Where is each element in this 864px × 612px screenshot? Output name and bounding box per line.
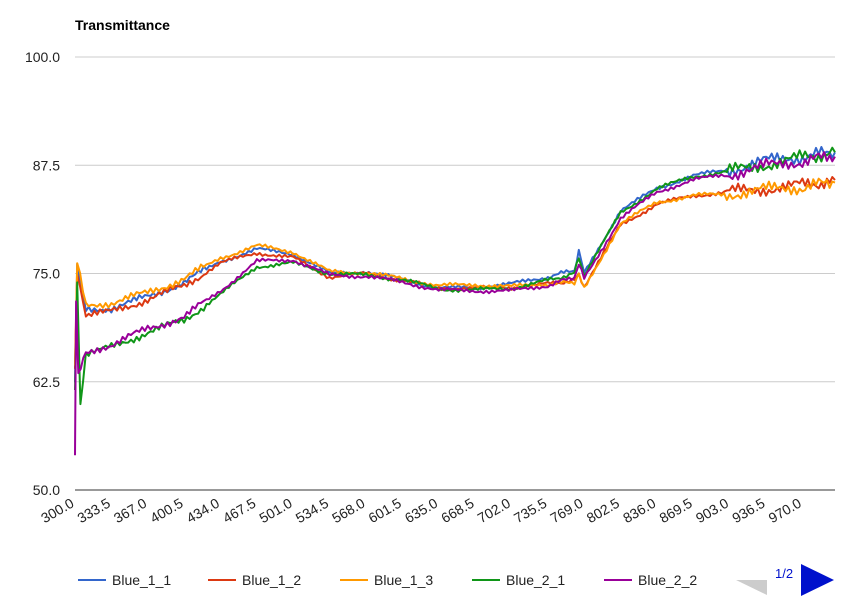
x-tick-label: 434.0 bbox=[184, 495, 223, 526]
series-line-blue-1-1 bbox=[74, 146, 836, 383]
y-tick-label: 50.0 bbox=[33, 482, 60, 498]
x-tick-label: 367.0 bbox=[111, 495, 150, 526]
x-tick-label: 903.0 bbox=[693, 495, 732, 526]
x-tick-label: 702.0 bbox=[475, 495, 514, 526]
pager-prev-button[interactable] bbox=[736, 580, 767, 595]
x-tick-label: 534.5 bbox=[293, 495, 332, 526]
x-tick-label: 836.0 bbox=[620, 495, 659, 526]
pager-label: 1/2 bbox=[775, 566, 793, 581]
x-tick-label: 869.5 bbox=[656, 495, 695, 526]
legend-label: Blue_1_3 bbox=[374, 572, 433, 588]
x-tick-label: 735.5 bbox=[511, 495, 550, 526]
y-tick-label: 75.0 bbox=[33, 266, 60, 282]
y-tick-label: 87.5 bbox=[33, 157, 60, 173]
x-tick-label: 568.0 bbox=[329, 495, 368, 526]
x-tick-label: 970.0 bbox=[766, 495, 805, 526]
legend-label: Blue_2_2 bbox=[638, 572, 697, 588]
x-tick-label: 333.5 bbox=[75, 495, 114, 526]
x-tick-label: 501.0 bbox=[256, 495, 295, 526]
x-tick-label: 936.5 bbox=[729, 495, 768, 526]
x-tick-label: 668.5 bbox=[438, 495, 477, 526]
x-tick-label: 300.0 bbox=[38, 495, 77, 526]
gridlines bbox=[75, 56, 835, 491]
x-tick-label: 601.5 bbox=[365, 495, 404, 526]
legend-pager: 1/2 bbox=[736, 564, 834, 596]
pager-next-button[interactable] bbox=[801, 564, 834, 596]
y-tick-label: 62.5 bbox=[33, 374, 60, 390]
x-tick-label: 467.5 bbox=[220, 495, 259, 526]
series-line-blue-1-3 bbox=[74, 177, 836, 366]
x-tick-label: 802.5 bbox=[584, 495, 623, 526]
x-tick-label: 769.0 bbox=[547, 495, 586, 526]
legend-label: Blue_1_2 bbox=[242, 572, 301, 588]
series-line-blue-2-1 bbox=[74, 146, 836, 406]
x-tick-label: 400.5 bbox=[147, 495, 186, 526]
chart-title: Transmittance bbox=[75, 17, 170, 33]
legend-label: Blue_2_1 bbox=[506, 572, 565, 588]
y-tick-label: 100.0 bbox=[25, 49, 60, 65]
legend: Blue_1_1 Blue_1_2 Blue_1_3 Blue_2_1 Blue_2_2 bbox=[78, 572, 697, 588]
plot-area bbox=[74, 146, 836, 456]
legend-label: Blue_1_1 bbox=[112, 572, 171, 588]
x-axis-ticks: 300.0333.5367.0400.5434.0467.5501.0534.5… bbox=[38, 495, 804, 526]
series-line-blue-2-2 bbox=[74, 151, 836, 456]
y-axis-ticks: 50.0 62.5 75.0 87.5 100.0 bbox=[25, 49, 60, 498]
x-tick-label: 635.0 bbox=[402, 495, 441, 526]
